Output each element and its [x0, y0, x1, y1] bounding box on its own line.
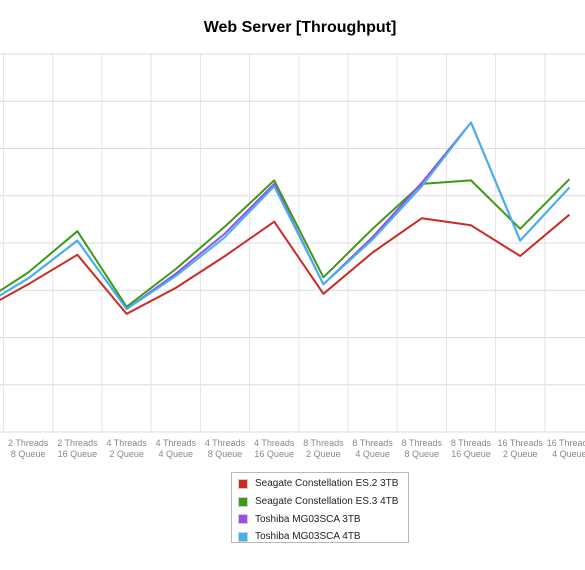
legend-label: Seagate Constellation ES.3 4TB [255, 496, 399, 508]
series-lines [0, 121, 571, 315]
legend-swatch [238, 496, 248, 507]
legend-label: Seagate Constellation ES.2 3TB [255, 478, 399, 490]
legend-label: Toshiba MG03SCA 3TB [255, 513, 361, 525]
x-tick-label: 4 Threads 16 Queue [254, 438, 295, 459]
x-tick-label: 8 Threads 4 Queue [352, 438, 393, 459]
series-line-3 [0, 121, 571, 311]
legend-swatch [238, 478, 248, 489]
series-line-1 [0, 213, 571, 315]
x-tick-label: 8 Threads 2 Queue [303, 438, 344, 459]
legend-swatch [238, 531, 248, 542]
grid-lines [0, 53, 585, 433]
legend-label: Toshiba MG03SCA 4TB [255, 531, 361, 543]
series-line-4 [0, 121, 571, 311]
x-tick-label: 16 Threads 2 Queue [498, 438, 544, 459]
x-tick-label: 4 Threads 4 Queue [156, 438, 197, 459]
x-tick-label: 2 Threads 16 Queue [57, 438, 98, 459]
legend: Seagate Constellation ES.2 3TB Seagate Co… [231, 472, 409, 543]
x-tick-label: 8 Threads 8 Queue [402, 438, 443, 459]
x-tick-label: 4 Threads 2 Queue [106, 438, 147, 459]
legend-item: Seagate Constellation ES.3 4TB [238, 493, 408, 511]
x-tick-label: 2 Threads 8 Queue [8, 438, 49, 459]
series-line-2 [0, 178, 571, 308]
x-tick-label: 4 Threads 8 Queue [205, 438, 246, 459]
x-tick-label: 8 Threads 16 Queue [451, 438, 492, 459]
legend-item: Toshiba MG03SCA 4TB [238, 528, 408, 546]
legend-item: Seagate Constellation ES.2 3TB [238, 475, 408, 493]
chart-title: Web Server [Throughput] [203, 19, 397, 36]
legend-swatch [238, 514, 248, 525]
legend-item: Toshiba MG03SCA 3TB [238, 510, 408, 528]
